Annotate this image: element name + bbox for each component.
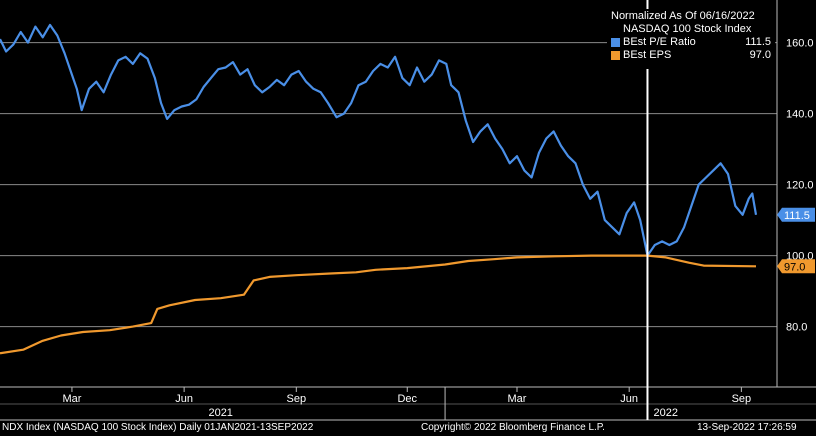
legend-item-eps: BEst EPS 97.0	[611, 49, 771, 62]
footer-source: NDX Index (NASDAQ 100 Stock Index) Daily…	[2, 422, 314, 433]
x-axis: Mar Jun Sep Dec Mar Jun Sep 2021 2022	[0, 386, 816, 421]
y-tick-label-140: 140.0	[786, 109, 814, 121]
legend-title: Normalized As Of 06/16/2022	[611, 10, 771, 23]
legend-subtitle: NASDAQ 100 Stock Index	[611, 23, 771, 36]
last-value-tag-1: 97.0	[777, 259, 815, 274]
last-value-tag-0: 111.5	[777, 207, 815, 222]
series-line-0	[0, 23, 758, 257]
last-value-tag-text-1: 97.0	[784, 261, 805, 273]
x-tick-label-2021-03-01: Mar	[62, 393, 81, 405]
last-value-tag-text-0: 111.5	[784, 210, 810, 222]
series-line-1	[0, 254, 757, 355]
x-tick-label-2021-12-01: Dec	[397, 393, 417, 405]
footer-copyright: Copyright© 2022 Bloomberg Finance L.P.	[421, 422, 605, 433]
y-tick-label-160: 160.0	[786, 38, 814, 50]
footer: NDX Index (NASDAQ 100 Stock Index) Daily…	[0, 421, 816, 436]
last-value-tag-bg-0	[777, 207, 815, 222]
year-label-2022: 2022	[654, 407, 678, 419]
x-tick-label-2021-09-01: Sep	[287, 393, 307, 405]
legend: Normalized As Of 06/16/2022 NASDAQ 100 S…	[607, 9, 775, 69]
series-layer	[0, 23, 758, 355]
last-value-tag-bg-1	[777, 259, 815, 274]
legend-swatch-eps	[611, 51, 620, 60]
legend-subtitle-text: NASDAQ 100 Stock Index	[623, 23, 752, 35]
x-tick-label-2022-06-01: Jun	[620, 393, 638, 405]
legend-title-text: Normalized As Of 06/16/2022	[611, 10, 755, 22]
year-label-2021: 2021	[208, 407, 232, 419]
y-tick-label-120: 120.0	[786, 180, 814, 192]
x-tick-label-2022-03-01: Mar	[508, 393, 527, 405]
y-tick-label-80: 80.0	[786, 322, 807, 334]
legend-label-eps: BEst EPS	[623, 49, 672, 61]
legend-value-pe: 111.5	[745, 36, 771, 48]
x-tick-label-2022-09-01: Sep	[732, 393, 752, 405]
x-tick-label-2021-06-01: Jun	[175, 393, 193, 405]
footer-timestamp: 13-Sep-2022 17:26:59	[697, 422, 797, 433]
legend-item-pe: BEst P/E Ratio 111.5	[611, 36, 771, 49]
legend-value-eps: 97.0	[749, 49, 771, 61]
legend-swatch-pe	[611, 38, 620, 47]
legend-label-pe: BEst P/E Ratio	[623, 36, 696, 48]
